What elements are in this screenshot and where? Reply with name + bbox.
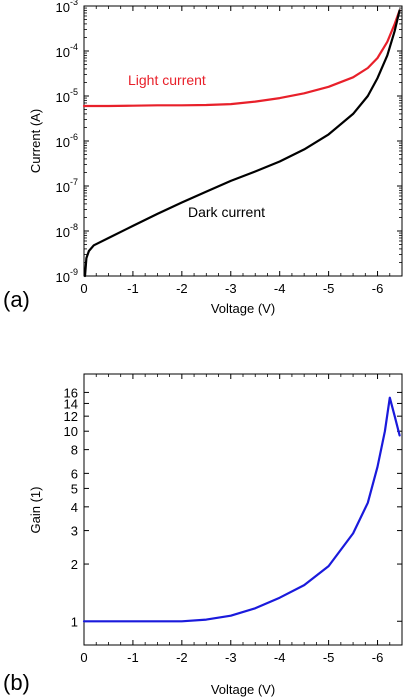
x-tick-label: -1 — [127, 650, 139, 665]
x-tick-labels-a: 0 -1 -2 -3 -4 -5 -6 — [80, 281, 383, 296]
x-tick-label: -2 — [176, 281, 188, 296]
y-tick-label: 10-3 — [56, 0, 78, 15]
y-tick-label: 6 — [71, 466, 78, 481]
y-tick-label: 5 — [71, 481, 78, 496]
y-tick-exponent: -5 — [70, 87, 78, 97]
y-tick-base: 10 — [56, 90, 70, 105]
y-tick-label: 12 — [64, 409, 78, 424]
y-tick-label: 3 — [71, 524, 78, 539]
x-tick-label: -4 — [274, 650, 286, 665]
annotation-dark-current: Dark current — [188, 204, 265, 220]
x-tick-label: 0 — [80, 281, 87, 296]
y-tick-label: 4 — [71, 500, 78, 515]
series-group-a — [82, 9, 401, 278]
y-tick-exponent: -6 — [70, 132, 78, 142]
y-tick-label: 10-5 — [56, 87, 78, 105]
panel-label-a: (a) — [3, 287, 30, 312]
x-axis-title-b: Voltage (V) — [211, 682, 275, 697]
y-tick-label: 2 — [71, 557, 78, 572]
x-tick-label: -4 — [274, 281, 286, 296]
x-axis-title-a: Voltage (V) — [211, 301, 275, 316]
series-line-light-current — [82, 9, 401, 108]
y-tick-label: 10-8 — [56, 222, 78, 240]
x-tick-label: -5 — [323, 650, 335, 665]
x-tick-label: -6 — [372, 650, 384, 665]
axis-ticks-a — [83, 5, 403, 277]
y-tick-label: 16 — [64, 385, 78, 400]
y-tick-label: 14 — [64, 396, 78, 411]
y-tick-exponent: -9 — [70, 267, 78, 277]
x-tick-label: -3 — [225, 281, 237, 296]
x-tick-label: -3 — [225, 650, 237, 665]
axis-ticks-b — [83, 374, 403, 645]
y-axis-title-a: Current (A) — [28, 109, 43, 173]
y-tick-base: 10 — [56, 270, 70, 285]
y-tick-base: 10 — [56, 0, 70, 15]
y-tick-base: 10 — [56, 180, 70, 195]
x-tick-label: -5 — [323, 281, 335, 296]
chart-panel-a: 0 -1 -2 -3 -4 -5 -6 10-910-810-710-610-510-410… — [3, 0, 403, 316]
series-line-gain — [82, 396, 401, 623]
y-tick-base: 10 — [56, 135, 70, 150]
y-tick-label: 10 — [64, 424, 78, 439]
x-tick-label: -1 — [127, 281, 139, 296]
y-tick-base: 10 — [56, 45, 70, 60]
y-tick-label: 8 — [71, 443, 78, 458]
series-line-dark-current — [83, 9, 401, 278]
y-tick-exponent: -4 — [70, 42, 78, 52]
y-tick-label: 10-6 — [56, 132, 78, 150]
annotation-light-current: Light current — [128, 72, 206, 88]
x-tick-label: -2 — [176, 650, 188, 665]
y-axis-title-b: Gain (1) — [28, 487, 43, 534]
x-tick-label: -6 — [372, 281, 384, 296]
plot-frame-a — [83, 5, 403, 277]
y-tick-label: 10-4 — [56, 42, 78, 60]
y-tick-base: 10 — [56, 225, 70, 240]
y-tick-exponent: -7 — [70, 177, 78, 187]
x-tick-label: 0 — [80, 650, 87, 665]
y-tick-exponent: -3 — [70, 0, 78, 7]
plot-frame-b — [83, 373, 403, 646]
y-tick-exponent: -8 — [70, 222, 78, 232]
y-tick-label: 10-7 — [56, 177, 78, 195]
y-tick-label: 10-9 — [56, 267, 78, 285]
panel-label-b: (b) — [3, 670, 30, 695]
x-tick-labels-b: 0 -1 -2 -3 -4 -5 -6 — [80, 650, 383, 665]
series-group-b — [82, 396, 401, 623]
y-tick-label: 1 — [71, 614, 78, 629]
y-tick-labels-a: 10-910-810-710-610-510-410-3 — [56, 0, 78, 285]
